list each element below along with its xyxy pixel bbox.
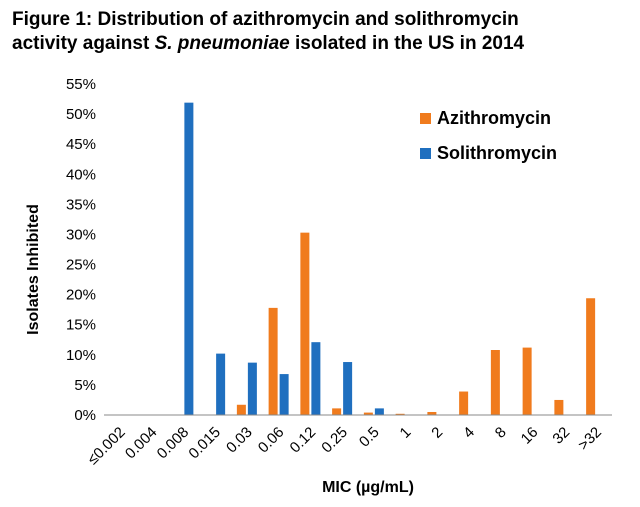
y-tick-label: 30%: [66, 226, 96, 243]
x-tick-label: 16: [518, 424, 542, 448]
bar-azithromycin-4: [236, 404, 246, 415]
bar-azithromycin-6: [300, 232, 310, 415]
y-tick-label: 20%: [66, 287, 96, 304]
bar-solithromycin-4: [247, 362, 257, 415]
x-tick-label: 0.12: [287, 424, 320, 457]
x-tick-label: 1: [397, 424, 415, 442]
y-tick-label: 55%: [66, 76, 96, 93]
y-tick-label: 25%: [66, 257, 96, 274]
x-tick-label: 0.5: [356, 424, 383, 451]
bar-azithromycin-9: [395, 413, 405, 415]
x-tick-label: 8: [492, 424, 510, 442]
y-axis-ticks: 0% 5% 10% 15% 20% 25% 30% 35% 40% 45% 50% 55%: [66, 76, 96, 424]
x-tick-label: 0.004: [122, 424, 161, 463]
x-tick-label: 0.015: [185, 424, 224, 463]
x-tick-label: 2: [428, 424, 446, 442]
bar-azithromycin-12: [490, 350, 500, 415]
y-tick-label: 45%: [66, 136, 96, 153]
bar-azithromycin-5: [268, 307, 278, 415]
bar-azithromycin-14: [554, 399, 564, 415]
bar-solithromycin-6: [311, 342, 321, 415]
bar-solithromycin-8: [374, 408, 384, 415]
bar-azithromycin-8: [363, 412, 373, 415]
y-tick-label: 0%: [74, 407, 96, 424]
chart-title: Figure 1: Distribution of azithromycin a…: [12, 8, 632, 56]
x-tick-label: 0.03: [223, 424, 256, 457]
x-tick-label: 0.008: [154, 424, 193, 463]
bar-azithromycin-10: [427, 411, 437, 415]
y-tick-label: 10%: [66, 347, 96, 364]
y-tick-label: 5%: [74, 377, 96, 394]
x-tick-label: >32: [575, 424, 605, 454]
y-tick-label: 40%: [66, 166, 96, 183]
bar-azithromycin-15: [586, 298, 596, 415]
x-tick-label: ≤0.002: [84, 424, 128, 468]
bar-solithromycin-3: [216, 353, 226, 415]
chart-title-organism: S. pneumoniae: [154, 33, 290, 54]
chart-title-line-2: activity against S. pneumoniae isolated …: [12, 32, 632, 56]
y-axis-title: Isolates Inhibited: [25, 204, 42, 335]
bars: [184, 102, 596, 415]
bar-solithromycin-2: [184, 102, 194, 415]
y-tick-label: 35%: [66, 196, 96, 213]
chart-title-line-1: Figure 1: Distribution of azithromycin a…: [12, 9, 519, 30]
legend-swatch-solithromycin: [420, 148, 431, 159]
y-tick-label: 50%: [66, 106, 96, 123]
legend-label-azithromycin: Azithromycin: [437, 108, 551, 128]
legend: Azithromycin Solithromycin: [420, 108, 557, 163]
x-tick-label: 0.25: [318, 424, 351, 457]
bar-solithromycin-7: [343, 362, 353, 415]
x-tick-label: 4: [460, 424, 478, 442]
chart-title-line-2-post: isolated in the US in 2014: [289, 33, 525, 54]
chart-title-line-2-pre: activity against: [12, 33, 155, 54]
bar-azithromycin-13: [522, 347, 532, 415]
bar-solithromycin-5: [279, 374, 289, 415]
legend-label-solithromycin: Solithromycin: [437, 143, 557, 163]
bar-azithromycin-11: [459, 391, 469, 415]
legend-swatch-azithromycin: [420, 113, 431, 124]
y-tick-label: 15%: [66, 317, 96, 334]
x-axis-title: MIC (µg/mL): [322, 479, 414, 496]
x-tick-label: 0.06: [255, 424, 288, 457]
bar-azithromycin-7: [332, 408, 342, 415]
x-tick-label: 32: [549, 424, 573, 448]
